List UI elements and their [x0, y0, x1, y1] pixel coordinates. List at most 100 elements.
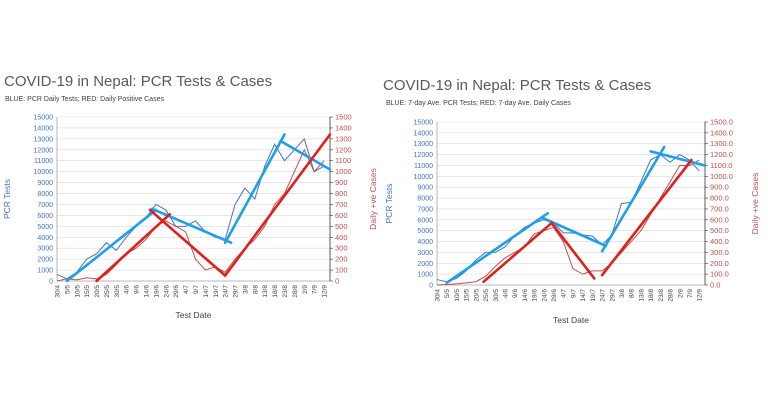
cases-trend-line — [223, 133, 332, 277]
x-tick-label: 23/8 — [658, 289, 665, 302]
x-tick-label: 3/8 — [619, 289, 626, 298]
left-tick-label: 8000 — [37, 191, 53, 198]
cases-trend-line — [95, 213, 172, 283]
left-axis-title: PCR Tests — [2, 179, 12, 219]
left-tick-label: 10000 — [34, 169, 54, 176]
left-tick-label: 4000 — [417, 239, 433, 246]
x-tick-label: 14/6 — [144, 285, 151, 298]
x-tick-label: 4/7 — [183, 285, 190, 294]
x-tick-label: 14/6 — [522, 289, 529, 302]
x-tick-label: 2/9 — [302, 285, 309, 294]
right-tick-label: 1300.0 — [710, 139, 733, 148]
right-axis-title: Daily +ve Cases — [750, 173, 760, 235]
chart-2-title: COVID-19 in Nepal: PCR Tests & Cases — [383, 77, 652, 94]
x-tick-label: 24/6 — [541, 289, 548, 302]
left-tick-label: 2000 — [37, 257, 53, 264]
x-tick-label: 4/7 — [561, 289, 568, 298]
right-tick-label: 500 — [335, 222, 348, 231]
x-tick-label: 24/7 — [600, 289, 607, 302]
tests-series-line — [56, 137, 325, 280]
right-tick-label: 300 — [335, 244, 348, 253]
right-tick-label: 800.0 — [710, 194, 729, 203]
cases-trend-line — [550, 221, 596, 280]
right-tick-label: 700.0 — [710, 204, 729, 213]
tests-trend-line — [649, 150, 707, 167]
x-tick-label: 29/6 — [173, 285, 180, 298]
x-tick-label: 8/8 — [252, 285, 259, 294]
right-tick-label: 300.0 — [710, 248, 729, 257]
x-tick-label: 19/7 — [213, 285, 220, 298]
x-tick-label: 20/5 — [94, 285, 101, 298]
x-tick-label: 9/6 — [512, 289, 519, 298]
x-tick-label: 13/8 — [262, 285, 269, 298]
x-tick-label: 25/5 — [483, 289, 490, 302]
right-tick-label: 700 — [335, 200, 348, 209]
chart-2-subtitle: BLUE: 7-day Ave. PCR Tests; RED: 7-day A… — [386, 100, 571, 107]
right-tick-label: 800 — [335, 189, 348, 198]
left-axis-title: PCR Tests — [384, 184, 394, 224]
left-tick-label: 12000 — [34, 147, 54, 154]
left-tick-label: 11000 — [414, 163, 433, 170]
left-tick-label: 13000 — [414, 141, 434, 148]
x-tick-label: 24/7 — [223, 285, 230, 298]
left-tick-label: 15000 — [34, 115, 54, 122]
right-tick-label: 1400 — [335, 123, 352, 132]
left-tick-label: 15000 — [414, 120, 434, 127]
x-tick-label: 10/5 — [454, 289, 461, 302]
right-tick-label: 1000 — [335, 167, 352, 176]
left-tick-label: 9000 — [37, 180, 53, 187]
left-tick-label: 9000 — [417, 185, 433, 192]
tests-trend-line — [600, 145, 666, 253]
right-tick-label: 500.0 — [710, 226, 729, 235]
left-tick-label: 0 — [429, 283, 433, 290]
x-tick-label: 9/7 — [193, 285, 200, 294]
left-tick-label: 3000 — [417, 250, 433, 257]
right-tick-label: 1200.0 — [710, 150, 733, 159]
right-tick-label: 1000.0 — [710, 172, 733, 181]
x-tick-label: 28/8 — [292, 285, 299, 298]
right-tick-label: 100.0 — [710, 270, 729, 279]
left-tick-label: 0 — [49, 279, 53, 286]
x-tick-label: 29/6 — [551, 289, 558, 302]
left-tick-label: 14000 — [414, 130, 434, 137]
x-tick-label: 18/8 — [648, 289, 655, 302]
left-tick-label: 1000 — [37, 268, 53, 275]
left-tick-label: 4000 — [37, 235, 53, 242]
tests-trend-line — [150, 207, 233, 245]
right-tick-label: 900.0 — [710, 183, 729, 192]
left-tick-label: 7000 — [37, 202, 53, 209]
right-tick-label: 100 — [335, 266, 348, 275]
right-tick-label: 600 — [335, 211, 348, 220]
right-tick-label: 1400.0 — [710, 128, 733, 137]
x-tick-label: 23/8 — [282, 285, 289, 298]
x-tick-label: 5/5 — [444, 289, 451, 298]
left-tick-label: 10000 — [414, 174, 434, 181]
right-tick-label: 1500.0 — [710, 118, 733, 127]
right-tick-label: 1100 — [335, 156, 351, 165]
x-axis-title: Test Date — [176, 310, 212, 320]
tests-trend-line — [279, 139, 332, 171]
chart-1-title: COVID-19 in Nepal: PCR Tests & Cases — [4, 73, 273, 90]
x-tick-label: 9/7 — [570, 289, 577, 298]
left-tick-label: 11000 — [34, 158, 53, 165]
x-tick-label: 25/5 — [104, 285, 111, 298]
left-tick-label: 5000 — [37, 224, 53, 231]
x-tick-label: 29/7 — [233, 285, 240, 298]
x-tick-label: 18/8 — [272, 285, 279, 298]
right-tick-label: 400 — [335, 233, 348, 242]
x-tick-label: 3/8 — [242, 285, 249, 294]
x-tick-label: 7/9 — [687, 289, 694, 298]
x-tick-label: 15/5 — [84, 285, 91, 298]
cases-trend-line — [482, 221, 553, 284]
right-tick-label: 900 — [335, 178, 348, 187]
x-tick-label: 28/8 — [668, 289, 675, 302]
x-tick-label: 8/8 — [629, 289, 636, 298]
right-tick-label: 1500 — [335, 113, 352, 122]
tests-trend-line — [223, 133, 286, 245]
x-tick-label: 5/5 — [64, 285, 71, 294]
x-tick-label: 30/5 — [114, 285, 121, 298]
tests-trend-line — [445, 211, 549, 285]
left-tick-label: 6000 — [417, 217, 433, 224]
x-tick-label: 20/5 — [473, 289, 480, 302]
